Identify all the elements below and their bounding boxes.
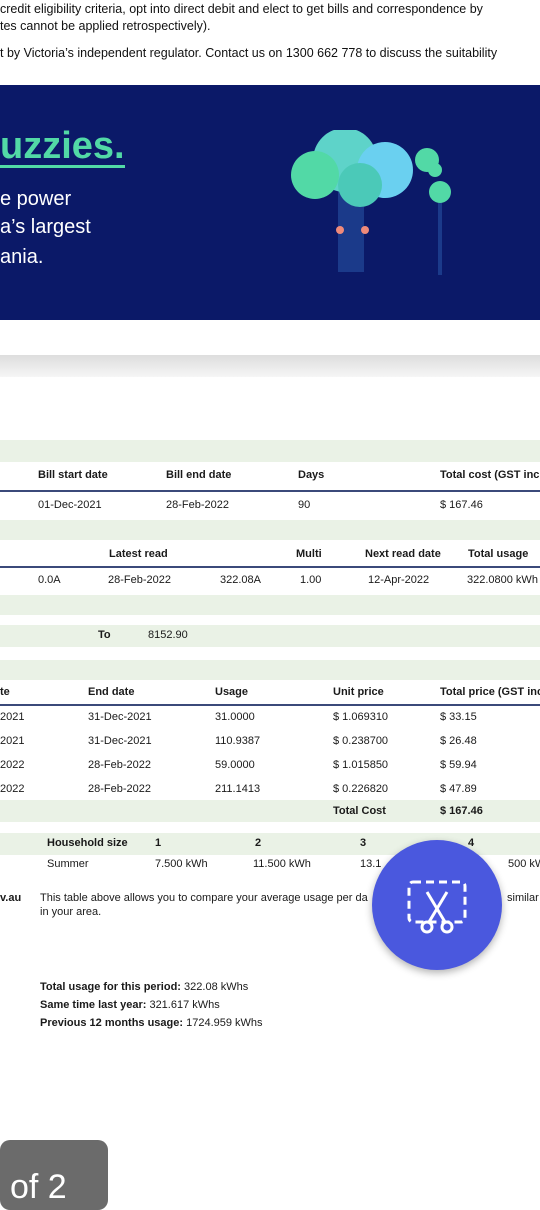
cell: 2021 — [0, 711, 25, 723]
column-header: Total cost (GST incl — [440, 469, 540, 481]
doc-text: credit eligibility criteria, opt into di… — [0, 2, 483, 16]
cell: $ 47.89 — [440, 783, 477, 795]
total-line: Previous 12 months usage: 1724.959 kWhs — [40, 1017, 263, 1029]
column-header: 4 — [468, 837, 475, 849]
label: To — [98, 629, 111, 641]
cell: 90 — [298, 499, 311, 511]
cell: 12-Apr-2022 — [368, 574, 430, 586]
page-separator — [0, 355, 540, 377]
cell: $ 59.94 — [440, 759, 477, 771]
column-header: Total price (GST inc — [440, 686, 540, 698]
cell: 2022 — [0, 783, 25, 795]
column-header: Multi — [296, 548, 322, 560]
cell: 28-Feb-2022 — [88, 759, 151, 771]
doc-text: tes cannot be applied retrospectively). — [0, 19, 211, 33]
cell: 2021 — [0, 735, 25, 747]
cell: 28-Feb-2022 — [88, 783, 151, 795]
cell: 01-Dec-2021 — [38, 499, 102, 511]
column-header: Usage — [215, 686, 249, 698]
column-header: Bill start date — [38, 469, 108, 481]
cell: 211.1413 — [215, 783, 261, 795]
column-header: Latest read — [109, 548, 168, 560]
doc-text: t by Victoria’s independent regulator. C… — [0, 46, 498, 60]
note: This table above allows you to compare y… — [40, 892, 368, 904]
cell: 1.00 — [300, 574, 322, 586]
cell: 322.0800 kWh — [467, 574, 538, 586]
column-header: 1 — [155, 837, 162, 849]
banner-text: a’s largest — [0, 216, 91, 238]
total-value: 321.617 kWhs — [146, 999, 220, 1011]
cell: Summer — [47, 858, 89, 870]
row-band — [0, 440, 540, 462]
cell: $ 0.226820 — [333, 783, 389, 795]
column-header: Bill end date — [166, 469, 232, 481]
cell: 500 kWh — [508, 858, 540, 870]
table-rule — [0, 704, 540, 706]
banner: uzzies. e power a’s largest ania. — [0, 85, 540, 320]
banner-headline: uzzies. — [0, 125, 125, 168]
column-header: Household size — [47, 837, 128, 849]
cell: 7.500 kWh — [155, 858, 208, 870]
cell: 2022 — [0, 759, 25, 771]
column-header: 3 — [360, 837, 367, 849]
total-label: Same time last year: — [40, 999, 147, 1011]
column-header: Next read date — [365, 548, 441, 560]
note: in your area. — [40, 906, 102, 918]
column-header: End date — [88, 686, 135, 698]
cell: $ 0.238700 — [333, 735, 389, 747]
scissors-icon — [407, 880, 467, 934]
banner-text: e power — [0, 188, 72, 210]
cell: $ 1.069310 — [333, 711, 389, 723]
cell: 0.0A — [38, 574, 61, 586]
row-band — [0, 595, 540, 615]
banner-text: ania. — [0, 246, 44, 268]
tree-illustration — [291, 130, 451, 275]
total-label: Total usage for this period: — [40, 981, 181, 993]
label: Total Cost — [333, 805, 386, 817]
column-header: 2 — [255, 837, 262, 849]
total-value: 322.08 kWhs — [180, 981, 249, 993]
cell: 322.08A — [220, 574, 261, 586]
table-rule — [0, 566, 540, 568]
total-line: Same time last year: 321.617 kWhs — [40, 999, 220, 1011]
cell: 28-Feb-2022 — [108, 574, 171, 586]
screenshot-button[interactable] — [372, 840, 502, 970]
cell: 13.1 — [360, 858, 382, 870]
table-rule — [0, 490, 540, 492]
column-header: Days — [298, 469, 325, 481]
cell: $ 167.46 — [440, 805, 483, 817]
cell: $ 33.15 — [440, 711, 477, 723]
label: v.au — [0, 892, 22, 904]
cell: 8152.90 — [148, 629, 188, 641]
row-band — [0, 520, 540, 540]
cell: $ 26.48 — [440, 735, 477, 747]
cell: 28-Feb-2022 — [166, 499, 229, 511]
cell: 31-Dec-2021 — [88, 735, 152, 747]
total-label: Previous 12 months usage: — [40, 1017, 184, 1029]
cell: $ 167.46 — [440, 499, 483, 511]
row-band — [0, 800, 540, 822]
total-line: Total usage for this period: 322.08 kWhs — [40, 981, 248, 993]
page-indicator-text: of 2 — [10, 1168, 67, 1206]
cell: 11.500 kWh — [253, 858, 311, 870]
column-header: Total usage — [468, 548, 529, 560]
cell: 31.0000 — [215, 711, 255, 723]
note: similar — [507, 892, 539, 904]
row-band — [0, 625, 540, 647]
row-band — [0, 660, 540, 680]
cell: 110.9387 — [215, 735, 261, 747]
total-value: 1724.959 kWhs — [183, 1017, 263, 1029]
cell: $ 1.015850 — [333, 759, 389, 771]
cell: 59.0000 — [215, 759, 255, 771]
column-header: te — [0, 686, 10, 698]
cell: 31-Dec-2021 — [88, 711, 152, 723]
column-header: Unit price — [333, 686, 384, 698]
